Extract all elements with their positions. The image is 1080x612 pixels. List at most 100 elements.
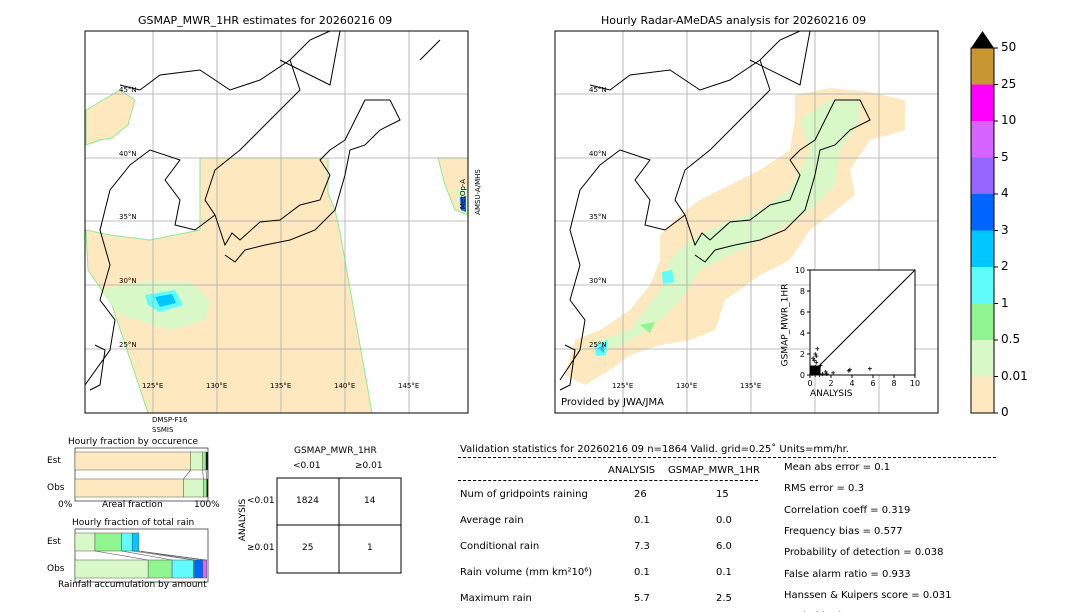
y-tick-label: 2: [800, 350, 805, 359]
lat-label: 40°N: [119, 150, 137, 158]
est-label: Est: [47, 537, 61, 547]
colorbar-segment: [971, 340, 994, 377]
bar-segment-est: [131, 532, 140, 552]
right-map: [554, 30, 939, 414]
analysis-value: 7.3: [634, 541, 650, 552]
scatter-point: [824, 371, 829, 376]
lat-label: 25°N: [119, 341, 137, 349]
scatter-point: [823, 369, 828, 374]
row-label: ≥0.01: [247, 543, 275, 553]
bar-segment-obs: [147, 559, 173, 579]
y-tick-label: 8: [800, 287, 805, 296]
scatter-point: [814, 354, 819, 359]
lat-label: 45°N: [119, 86, 137, 94]
bar-segment-est: [74, 451, 191, 471]
connector-line: [202, 469, 204, 480]
lon-label: 145°E: [398, 382, 420, 390]
lon-label: 130°E: [206, 382, 228, 390]
gsmap-value: 15: [716, 489, 729, 500]
scatter-point: [811, 365, 816, 370]
colorbar-label: 4: [1001, 186, 1009, 200]
credit: Provided by JWA/JMA: [561, 397, 664, 408]
divider: [458, 457, 996, 458]
fraction-bars: [74, 447, 209, 583]
y-tick-label: 6: [800, 308, 805, 317]
scatter-point: [817, 373, 822, 377]
lat-label: 30°N: [119, 277, 137, 285]
lon-label: 130°E: [676, 382, 698, 390]
row-label: <0.01: [247, 496, 275, 506]
lat-label: 40°N: [589, 150, 607, 158]
right-coastline: [559, 30, 871, 391]
lon-label: 125°E: [612, 382, 634, 390]
bar-segment-obs: [74, 559, 149, 579]
sensor-label: DMSP-F16: [152, 416, 188, 424]
colorbar-label: 2: [1001, 259, 1009, 273]
colorbar-segment: [971, 194, 994, 231]
gsmap-value: 0.1: [716, 567, 732, 578]
colorbar-label: 1: [1001, 295, 1009, 310]
stat-label: Average rain: [460, 515, 524, 526]
col-label: ≥0.01: [355, 461, 383, 471]
analysis-value: 26: [634, 489, 647, 500]
sensor-label: AMSU-A/MHS: [473, 169, 482, 215]
bar-segment-obs: [203, 478, 207, 498]
right-map-title: Hourly Radar-AMeDAS analysis for 2026021…: [601, 14, 867, 27]
scatter-ylabel: GSMAP_MWR_1HR: [780, 283, 791, 367]
scatter-point: [813, 352, 818, 356]
bar-segment-obs: [183, 478, 204, 498]
connector-line: [138, 550, 207, 561]
score-item: RMS error = 0.3: [784, 483, 864, 495]
total-rain-title: Hourly fraction of total rain: [72, 518, 195, 528]
lat-label: 25°N: [589, 341, 607, 349]
est-label: Est: [47, 456, 61, 466]
colorbar-segment: [971, 121, 994, 158]
scatter-inset: 00 2 2 4 4 6 6 8 8 10 10: [795, 266, 920, 388]
sensor-label: MetOp-A: [459, 178, 468, 210]
score-item: Correlation coeff = 0.319: [784, 504, 911, 516]
x-tick-label: 8: [891, 379, 896, 388]
gsmap-value: 2.5: [716, 593, 732, 604]
scatter-point: [812, 358, 817, 363]
colorbar-segment: [971, 267, 994, 304]
contingency-grid: [276, 477, 402, 574]
connector-line: [183, 469, 191, 480]
colorbar-label: 10: [1001, 113, 1017, 127]
scatter-point: [818, 363, 823, 368]
bar-segment-est: [190, 451, 203, 471]
scatter-point: [820, 371, 825, 376]
bar-segment-obs: [171, 559, 194, 579]
bar-segment-obs: [202, 559, 207, 579]
colorbar-over-triangle: [971, 31, 994, 48]
lat-label: 35°N: [589, 213, 607, 221]
lon-label: 125°E: [142, 382, 164, 390]
stat-label: Rain volume (mm km²10⁶): [460, 567, 593, 578]
score-item: Probability of detection = 0.038: [784, 547, 944, 559]
y-tick-label: 0: [800, 371, 805, 380]
colorbar-segment: [971, 84, 994, 121]
scatter-point: [811, 356, 816, 361]
score-item: Mean abs error = 0.1: [784, 462, 891, 473]
validation-header: Validation statistics for 20260216 09 n=…: [460, 444, 849, 455]
scatter-point: [816, 370, 821, 375]
tick-0: 0%: [58, 500, 73, 510]
colorbar-segment: [971, 157, 994, 194]
score-item: Frequency bias = 0.577: [784, 525, 903, 537]
colorbar-label: 0: [1001, 405, 1009, 419]
scatter-point: [813, 373, 818, 377]
scatter-point: [847, 367, 852, 372]
obs-label: Obs: [47, 483, 65, 493]
bar-segment-est: [94, 532, 122, 552]
scatter-point: [815, 346, 820, 351]
occurrence-title: Hourly fraction by occurence: [68, 437, 199, 447]
colorbar-label: 25: [1001, 76, 1017, 91]
total-rain-xlabel: Rainfall accumulation by amount: [58, 580, 207, 590]
lon-label: 135°E: [270, 382, 292, 390]
colorbar-segment: [971, 48, 994, 85]
analysis-value: 0.1: [634, 567, 650, 578]
tick-100: 100%: [194, 500, 220, 510]
analysis-value: 5.7: [634, 593, 650, 604]
left-map-title: GSMAP_MWR_1HR estimates for 20260216 09: [138, 14, 393, 27]
cell: 1824: [296, 496, 319, 506]
